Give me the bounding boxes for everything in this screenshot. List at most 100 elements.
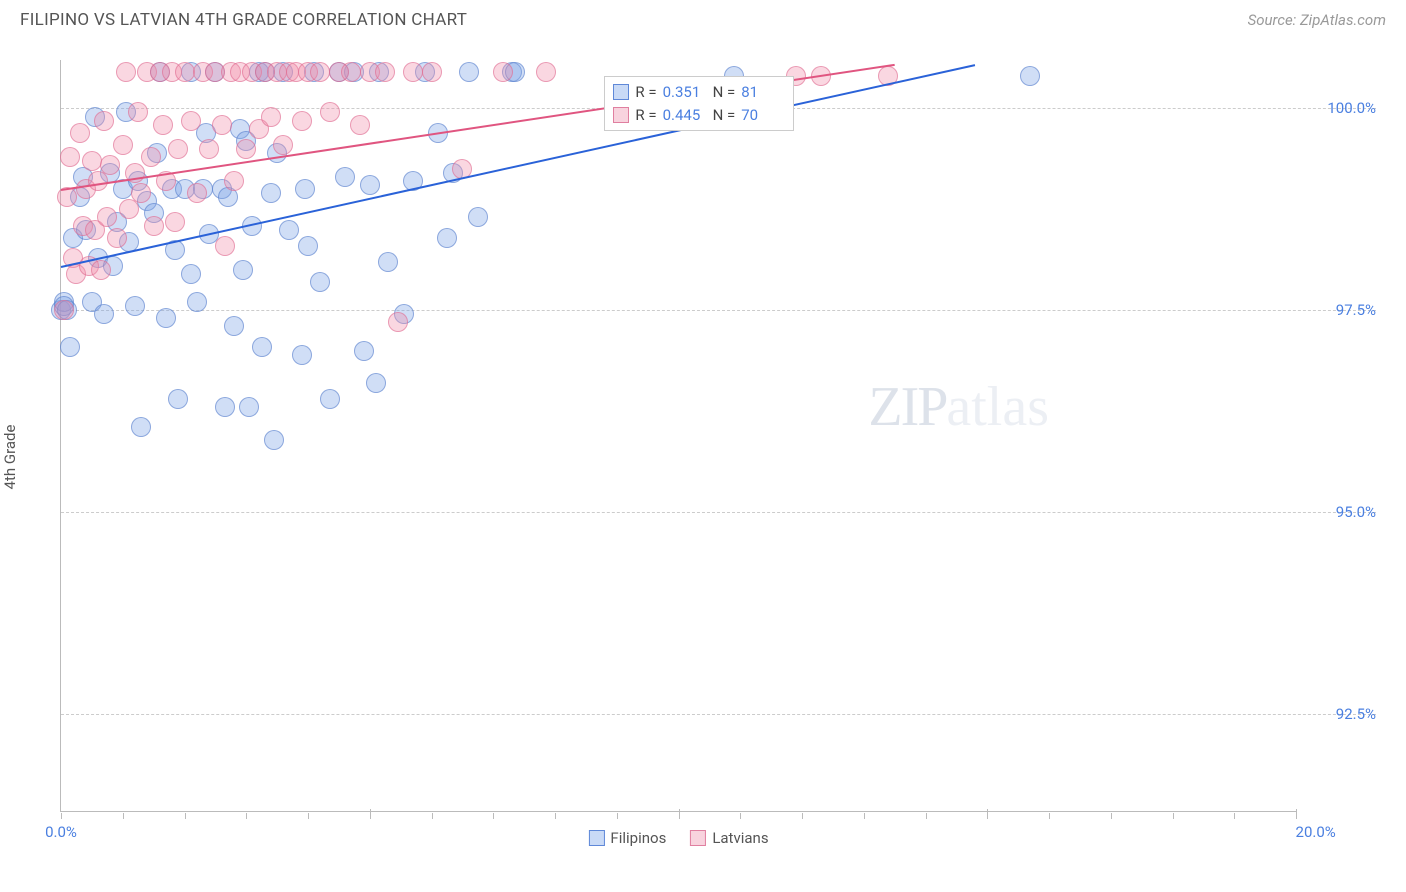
scatter-point — [199, 139, 219, 159]
scatter-point — [354, 341, 374, 361]
x-tick — [370, 809, 371, 819]
gridline-h — [61, 512, 1376, 513]
scatter-point — [60, 147, 80, 167]
x-tick — [926, 813, 927, 819]
stat-value-n: 70 — [741, 104, 785, 127]
scatter-point — [1020, 66, 1040, 86]
plot-area: ZIPatlas 100.0%97.5%95.0%92.5%0.0%20.0%R… — [60, 60, 1296, 812]
legend-swatch — [690, 830, 706, 846]
scatter-point — [403, 62, 423, 82]
scatter-point — [215, 236, 235, 256]
x-tick — [1049, 813, 1050, 819]
scatter-point — [97, 207, 117, 227]
x-tick — [740, 813, 741, 819]
chart-container: 4th Grade ZIPatlas 100.0%97.5%95.0%92.5%… — [20, 42, 1386, 872]
stat-value-r: 0.445 — [663, 104, 707, 127]
watermark-zip: ZIP — [868, 376, 946, 438]
x-tick — [987, 809, 988, 819]
x-tick — [1111, 813, 1112, 819]
x-tick — [617, 813, 618, 819]
scatter-point — [422, 62, 442, 82]
scatter-point — [310, 272, 330, 292]
gridline-h — [61, 310, 1376, 311]
x-tick — [123, 813, 124, 819]
scatter-point — [239, 397, 259, 417]
y-tick-label: 95.0% — [1306, 503, 1376, 521]
scatter-point — [156, 308, 176, 328]
scatter-point — [261, 107, 281, 127]
scatter-point — [181, 111, 201, 131]
stat-label-r: R = — [635, 104, 656, 127]
legend-swatch — [613, 107, 629, 123]
legend-bottom: Filipinos Latvians — [588, 829, 768, 847]
stat-label-r: R = — [635, 81, 656, 104]
scatter-point — [468, 207, 488, 227]
x-tick — [1296, 809, 1297, 819]
scatter-point — [335, 167, 355, 187]
scatter-point — [128, 102, 148, 122]
x-tick — [61, 813, 62, 819]
scatter-point — [54, 300, 74, 320]
y-tick-label: 100.0% — [1306, 99, 1376, 117]
scatter-point — [187, 183, 207, 203]
scatter-point — [125, 296, 145, 316]
scatter-point — [459, 62, 479, 82]
scatter-point — [100, 155, 120, 175]
scatter-point — [94, 304, 114, 324]
scatter-point — [292, 111, 312, 131]
scatter-point — [70, 123, 90, 143]
scatter-point — [224, 171, 244, 191]
scatter-point — [168, 139, 188, 159]
trend-line — [61, 64, 975, 268]
x-tick — [864, 813, 865, 819]
scatter-point — [233, 260, 253, 280]
x-tick — [1173, 813, 1174, 819]
scatter-point — [320, 389, 340, 409]
scatter-point — [94, 111, 114, 131]
legend-item: Filipinos — [588, 829, 666, 847]
x-tick-label: 0.0% — [45, 823, 77, 841]
scatter-point — [131, 183, 151, 203]
legend-stats-row: R = 0.445 N =70 — [613, 104, 785, 127]
stat-label-n: N = — [713, 104, 736, 127]
scatter-point — [493, 62, 513, 82]
scatter-point — [252, 337, 272, 357]
scatter-point — [236, 139, 256, 159]
x-tick-label: 20.0% — [1296, 823, 1336, 841]
x-tick — [555, 813, 556, 819]
scatter-point — [175, 62, 195, 82]
scatter-point — [295, 179, 315, 199]
scatter-point — [378, 252, 398, 272]
scatter-point — [273, 135, 293, 155]
scatter-point — [437, 228, 457, 248]
x-tick — [1234, 813, 1235, 819]
scatter-point — [350, 115, 370, 135]
legend-item: Latvians — [690, 829, 768, 847]
legend-stats-box: R =0.351N =81R =0.445N =70 — [604, 76, 794, 131]
x-tick — [432, 813, 433, 819]
source-label: Source: ZipAtlas.com — [1248, 11, 1386, 29]
scatter-point — [113, 135, 133, 155]
scatter-point — [536, 62, 556, 82]
scatter-point — [224, 316, 244, 336]
scatter-point — [141, 147, 161, 167]
y-tick-label: 97.5% — [1306, 301, 1376, 319]
scatter-point — [181, 264, 201, 284]
scatter-point — [82, 151, 102, 171]
x-tick — [185, 813, 186, 819]
x-tick — [246, 813, 247, 819]
scatter-point — [60, 337, 80, 357]
scatter-point — [341, 62, 361, 82]
scatter-point — [91, 260, 111, 280]
scatter-point — [375, 62, 395, 82]
scatter-point — [360, 175, 380, 195]
stat-value-r: 0.351 — [663, 81, 707, 104]
scatter-point — [144, 216, 164, 236]
scatter-point — [212, 115, 232, 135]
watermark: ZIPatlas — [868, 375, 1049, 439]
legend-label: Filipinos — [610, 829, 666, 847]
scatter-point — [215, 397, 235, 417]
x-tick — [679, 809, 680, 819]
x-tick — [802, 813, 803, 819]
scatter-point — [298, 236, 318, 256]
